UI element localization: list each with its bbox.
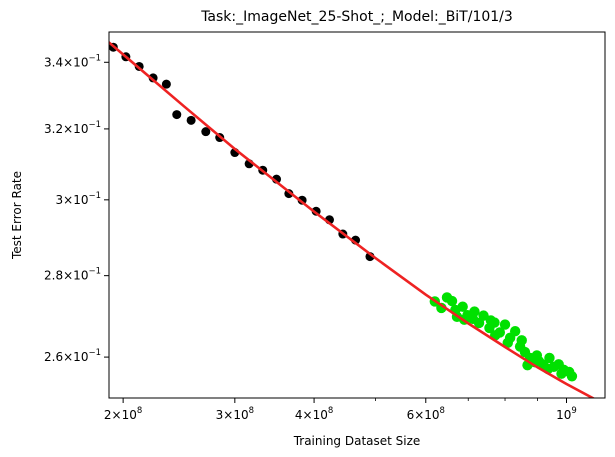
y-tick-label: 3.4×10−1 (44, 53, 101, 69)
plot-frame (108, 31, 606, 399)
data-point (499, 319, 511, 330)
data-point (469, 306, 480, 317)
chart-title: Task:_ImageNet_25-Shot_;_Model:_BiT/101/… (200, 9, 513, 25)
data-point (172, 110, 182, 120)
y-tick-label: 2.8×10−1 (44, 267, 101, 283)
x-tick-label: 2×108 (104, 406, 142, 422)
y-tick-label: 3.2×10−1 (44, 120, 101, 136)
fit-line (109, 41, 596, 398)
data-point (478, 310, 489, 321)
data-point (161, 79, 171, 89)
data-point (516, 335, 527, 346)
x-tick-label: 4×108 (295, 406, 333, 422)
y-tick-label: 3×10−1 (56, 191, 102, 207)
x-tick-label: 3×108 (216, 406, 254, 422)
data-point (502, 337, 513, 349)
data-point (186, 115, 196, 125)
data-point (446, 295, 458, 307)
data-point (436, 302, 447, 314)
data-point (485, 315, 497, 326)
plot-area (109, 41, 596, 398)
data-point (148, 73, 158, 83)
data-point (544, 352, 555, 364)
y-axis-label: Test Error Rate (10, 171, 24, 260)
axes: 2×108 3×108 4×108 6×108 109 2.6×10−1 2.8×10−1 3… (44, 53, 577, 422)
data-point (201, 127, 211, 137)
data-point (509, 326, 521, 337)
data-point (556, 368, 567, 379)
data-point (566, 371, 578, 382)
x-tick-label: 6×108 (407, 406, 445, 422)
x-tick-label: 109 (556, 406, 577, 422)
data-point (531, 350, 543, 361)
x-axis-label: Training Dataset Size (293, 434, 421, 448)
y-tick-label: 2.6×10−1 (44, 348, 101, 364)
